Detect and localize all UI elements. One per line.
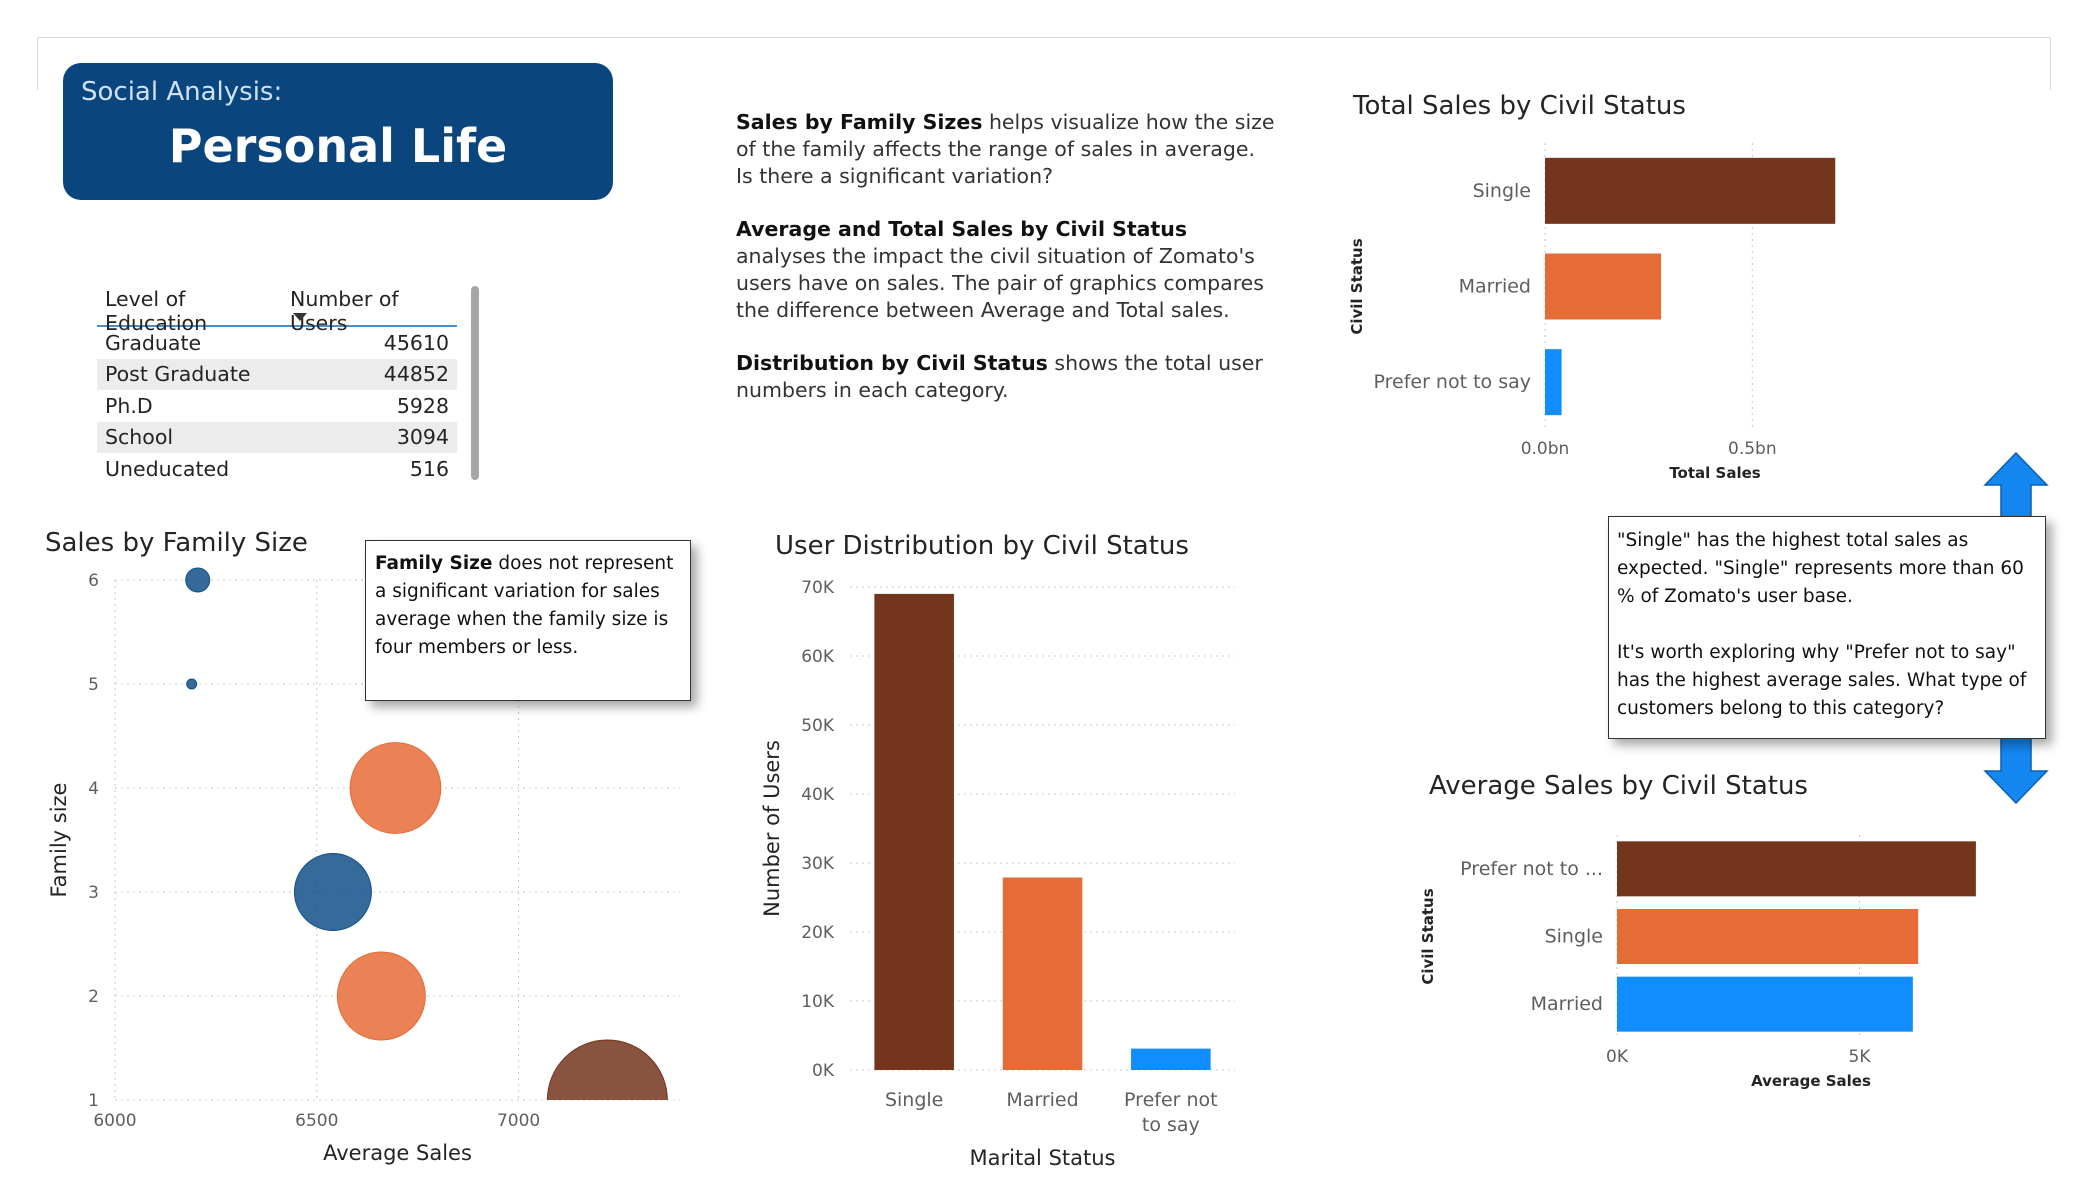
page-title: Personal Life <box>168 119 508 173</box>
y-tick-label: 70K <box>801 578 835 598</box>
x-tick-label: 6500 <box>295 1111 338 1131</box>
banner-subtitle: Social Analysis: <box>81 77 283 107</box>
y-tick-label: Single <box>1473 180 1531 202</box>
y-axis-label: Family size <box>47 783 71 898</box>
bar[interactable] <box>1545 349 1562 416</box>
bar[interactable] <box>1131 1048 1211 1070</box>
bar[interactable] <box>1002 877 1083 1070</box>
y-tick-label: 10K <box>801 992 835 1012</box>
cell-users: 5928 <box>396 393 449 418</box>
x-axis-label: Average Sales <box>323 1141 472 1165</box>
bar[interactable] <box>1617 841 1976 897</box>
scatter-point[interactable] <box>186 678 198 690</box>
x-axis-label: Total Sales <box>1669 464 1760 482</box>
x-axis-label: Marital Status <box>970 1146 1116 1170</box>
y-tick-label: 5 <box>88 675 99 695</box>
table-header: Level of Education Number of Users <box>97 285 457 335</box>
total-sales-bar-chart: 0.0bn 0.5bn Single Married Prefer not to say… <box>1348 143 1836 482</box>
scatter-point[interactable] <box>185 567 211 593</box>
scatter-point[interactable] <box>546 1039 668 1160</box>
cell-education: Graduate <box>105 330 202 355</box>
y-tick-label: 3 <box>88 883 99 903</box>
x-tick-label: 5K <box>1849 1047 1872 1067</box>
description-civil-sales: Average and Total Sales by Civil Status … <box>736 217 1264 322</box>
table-row[interactable]: Ph.D 5928 <box>97 390 457 422</box>
education-table: Level of Education Number of Users Gradu… <box>97 285 457 485</box>
x-tick-label: Married <box>1006 1089 1078 1111</box>
y-axis-label: Number of Users <box>760 740 784 917</box>
bar[interactable] <box>1617 909 1919 964</box>
y-tick-label: 40K <box>801 785 835 805</box>
cell-users: 44852 <box>383 362 449 387</box>
report-frame <box>37 37 2051 90</box>
x-tick-label: 7000 <box>497 1111 540 1131</box>
total-sales-chart-title: Total Sales by Civil Status <box>1353 91 1686 121</box>
title-banner: Social Analysis: Personal Life <box>63 63 613 200</box>
bar[interactable] <box>1617 976 1913 1032</box>
scatter-point[interactable] <box>336 951 426 1041</box>
cell-users: 3094 <box>396 425 449 450</box>
bar[interactable] <box>1545 157 1836 224</box>
header-number-of-users[interactable]: Number of Users <box>290 287 399 335</box>
average-sales-chart-title: Average Sales by Civil Status <box>1429 771 1808 801</box>
y-tick-label: 1 <box>88 1091 99 1111</box>
table-row[interactable]: Graduate 45610 <box>97 327 457 359</box>
x-tick-label: 0K <box>1606 1047 1629 1067</box>
cell-users: 45610 <box>383 330 449 355</box>
y-tick-label: 0K <box>812 1061 835 1081</box>
cell-education: Uneducated <box>105 456 230 481</box>
y-tick-label: 4 <box>88 779 99 799</box>
scatter-point[interactable] <box>349 742 442 834</box>
y-tick-label: 2 <box>88 987 99 1007</box>
x-axis-label: Average Sales <box>1751 1072 1871 1090</box>
y-tick-label: 20K <box>801 923 835 943</box>
table-row[interactable]: Post Graduate 44852 <box>97 358 457 390</box>
description-text: Sales by Family Sizes helps visualize ho… <box>736 109 1276 430</box>
bar[interactable] <box>874 593 954 1070</box>
description-distribution: Distribution by Civil Status shows the t… <box>736 351 1263 402</box>
distribution-chart-title: User Distribution by Civil Status <box>775 531 1189 561</box>
y-tick-label: Prefer not to say <box>1374 371 1532 393</box>
y-axis-label: Civil Status <box>1348 238 1366 334</box>
y-tick-label: 6 <box>88 571 99 591</box>
table-row[interactable]: Uneducated 516 <box>97 453 457 485</box>
user-distribution-bar-chart: 0K 10K 20K 30K 40K 50K 60K 70K Single Married Pref… <box>760 578 1235 1170</box>
scatter-point[interactable] <box>293 853 372 931</box>
cell-education: School <box>105 425 174 450</box>
bar[interactable] <box>1545 253 1662 320</box>
x-tick-label: 6000 <box>93 1111 136 1131</box>
y-tick-label: Prefer not to ... <box>1460 858 1603 880</box>
cell-education: Post Graduate <box>105 362 251 387</box>
cell-education: Ph.D <box>105 393 153 418</box>
average-sales-bar-chart: 0K 5K Prefer not to ... Single Married Averag… <box>1419 835 1976 1090</box>
y-tick-label: 50K <box>801 716 835 736</box>
y-tick-label: 30K <box>801 854 835 874</box>
x-tick-label: to say <box>1142 1114 1200 1136</box>
y-tick-label: 60K <box>801 647 835 667</box>
description-family: Sales by Family Sizes helps visualize ho… <box>736 110 1275 188</box>
header-level-of-education[interactable]: Level of Education <box>105 287 208 335</box>
x-tick-label: Single <box>885 1089 943 1111</box>
family-size-note: Family Size does not represent a signifi… <box>365 540 691 701</box>
y-axis-label: Civil Status <box>1419 888 1437 984</box>
table-row[interactable]: School 3094 <box>97 421 457 453</box>
y-tick-label: Married <box>1459 276 1531 298</box>
cell-users: 516 <box>409 456 449 481</box>
table-scrollbar[interactable] <box>471 286 479 480</box>
family-size-scatter-chart: 1 2 3 4 5 6 6000 6500 7000 Average Sales Family si… <box>47 567 680 1165</box>
x-tick-label: 0.0bn <box>1521 439 1570 459</box>
y-tick-label: Single <box>1545 926 1603 948</box>
x-tick-label: 0.5bn <box>1728 439 1777 459</box>
family-chart-title: Sales by Family Size <box>45 528 308 558</box>
civil-status-note: "Single" has the highest total sales as … <box>1608 516 2046 739</box>
x-tick-label: Prefer not <box>1124 1089 1218 1111</box>
scatter-points <box>185 567 668 1160</box>
sort-descending-icon <box>293 313 307 321</box>
y-tick-label: Married <box>1531 993 1603 1015</box>
